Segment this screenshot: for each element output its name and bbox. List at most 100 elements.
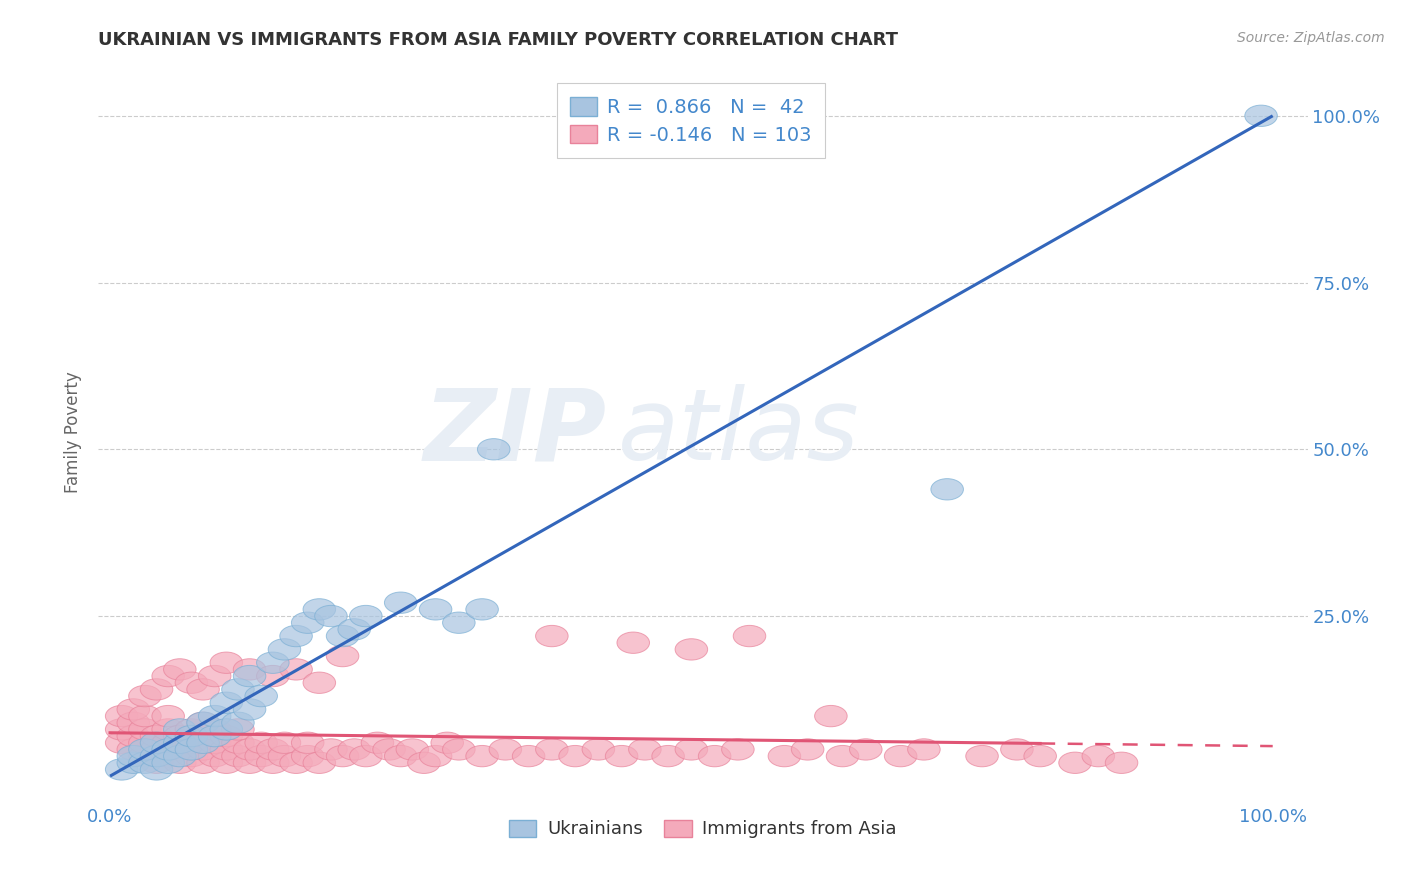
Ellipse shape [675,639,707,660]
Ellipse shape [966,746,998,767]
Ellipse shape [432,732,464,754]
Ellipse shape [117,746,149,767]
Ellipse shape [105,719,138,740]
Ellipse shape [222,679,254,700]
Ellipse shape [652,746,685,767]
Ellipse shape [198,665,231,687]
Ellipse shape [222,746,254,767]
Ellipse shape [176,732,208,754]
Ellipse shape [734,625,766,647]
Ellipse shape [443,739,475,760]
Ellipse shape [849,739,882,760]
Ellipse shape [187,679,219,700]
Ellipse shape [129,719,162,740]
Ellipse shape [152,665,184,687]
Ellipse shape [187,725,219,747]
Ellipse shape [222,712,254,733]
Ellipse shape [256,665,290,687]
Ellipse shape [256,752,290,773]
Ellipse shape [222,732,254,754]
Ellipse shape [792,739,824,760]
Ellipse shape [675,739,707,760]
Ellipse shape [117,739,149,760]
Ellipse shape [582,739,614,760]
Ellipse shape [187,739,219,760]
Ellipse shape [176,739,208,760]
Ellipse shape [269,732,301,754]
Ellipse shape [105,732,138,754]
Ellipse shape [129,685,162,706]
Ellipse shape [141,752,173,773]
Ellipse shape [256,652,290,673]
Ellipse shape [326,646,359,666]
Ellipse shape [233,658,266,680]
Ellipse shape [198,706,231,727]
Y-axis label: Family Poverty: Family Poverty [65,372,83,493]
Ellipse shape [117,725,149,747]
Ellipse shape [129,706,162,727]
Ellipse shape [141,725,173,747]
Ellipse shape [884,746,917,767]
Ellipse shape [198,719,231,740]
Ellipse shape [163,752,195,773]
Ellipse shape [280,658,312,680]
Ellipse shape [699,746,731,767]
Ellipse shape [1244,105,1277,127]
Ellipse shape [117,698,149,720]
Ellipse shape [617,632,650,654]
Ellipse shape [209,692,243,714]
Text: ZIP: ZIP [423,384,606,481]
Ellipse shape [1105,752,1137,773]
Ellipse shape [152,732,184,754]
Ellipse shape [187,712,219,733]
Ellipse shape [396,739,429,760]
Ellipse shape [768,746,800,767]
Legend: Ukrainians, Immigrants from Asia: Ukrainians, Immigrants from Asia [502,813,904,846]
Ellipse shape [443,612,475,633]
Ellipse shape [117,712,149,733]
Text: atlas: atlas [619,384,860,481]
Ellipse shape [256,739,290,760]
Ellipse shape [152,752,184,773]
Ellipse shape [337,619,371,640]
Ellipse shape [163,746,195,767]
Ellipse shape [908,739,941,760]
Ellipse shape [245,685,277,706]
Ellipse shape [141,679,173,700]
Ellipse shape [291,732,323,754]
Ellipse shape [105,759,138,780]
Ellipse shape [163,739,195,760]
Ellipse shape [209,752,243,773]
Ellipse shape [198,732,231,754]
Ellipse shape [209,719,243,740]
Ellipse shape [152,739,184,760]
Ellipse shape [187,752,219,773]
Ellipse shape [163,719,195,740]
Ellipse shape [606,746,638,767]
Ellipse shape [176,725,208,747]
Ellipse shape [129,732,162,754]
Ellipse shape [222,719,254,740]
Ellipse shape [536,625,568,647]
Ellipse shape [326,746,359,767]
Ellipse shape [117,752,149,773]
Ellipse shape [291,612,323,633]
Ellipse shape [269,746,301,767]
Ellipse shape [129,739,162,760]
Ellipse shape [141,759,173,780]
Ellipse shape [233,698,266,720]
Ellipse shape [209,725,243,747]
Ellipse shape [373,739,405,760]
Ellipse shape [163,732,195,754]
Ellipse shape [141,732,173,754]
Ellipse shape [326,625,359,647]
Ellipse shape [198,725,231,747]
Ellipse shape [721,739,754,760]
Ellipse shape [280,625,312,647]
Ellipse shape [465,746,498,767]
Ellipse shape [337,739,371,760]
Ellipse shape [558,746,592,767]
Text: UKRAINIAN VS IMMIGRANTS FROM ASIA FAMILY POVERTY CORRELATION CHART: UKRAINIAN VS IMMIGRANTS FROM ASIA FAMILY… [98,31,898,49]
Ellipse shape [209,739,243,760]
Ellipse shape [280,752,312,773]
